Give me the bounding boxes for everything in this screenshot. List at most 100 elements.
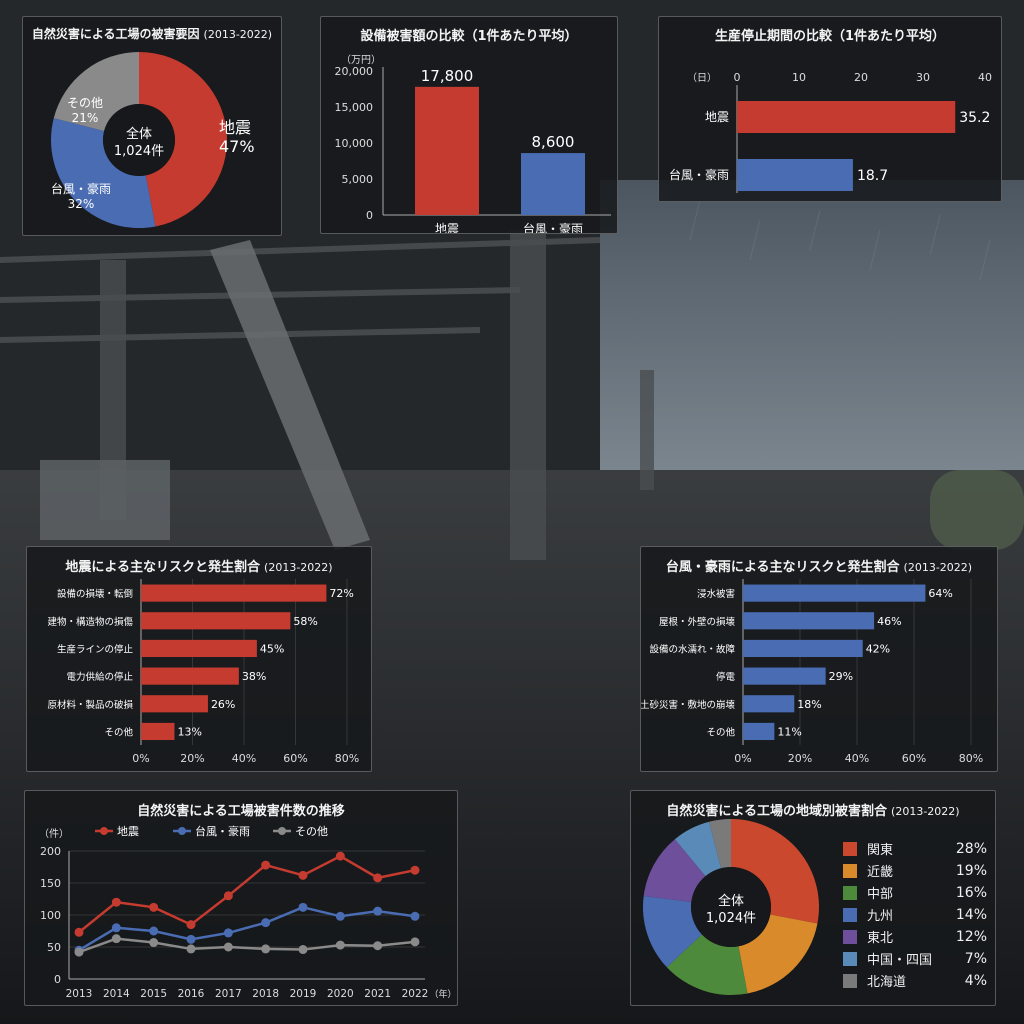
bar-value-label: 29% (829, 670, 853, 683)
legend-label: 近畿 (867, 865, 894, 880)
x-tick-label: 20% (180, 752, 204, 765)
bar-value-label: 8,600 (532, 133, 575, 151)
bar (141, 695, 208, 713)
bar-value-label: 26% (211, 698, 235, 711)
legend-swatch (843, 929, 857, 944)
donut-slice (666, 934, 748, 995)
donut-slice (674, 821, 722, 877)
donut-slice (731, 819, 819, 924)
y-tick-label: 10,000 (335, 137, 374, 150)
causes-title: 自然災害による工場の被害要因 (2013-2022) (31, 27, 273, 41)
slice-value: 47% (219, 137, 255, 156)
x-tick-label: 2017 (215, 988, 242, 1000)
downtime-bar-chart: （日） 0 10 20 30 40 35.2 地震 18.7 台風・豪雨 (669, 71, 992, 193)
data-point (335, 911, 345, 921)
legend-swatch (843, 973, 857, 988)
causes-panel: 自然災害による工場の被害要因 (2013-2022) 地震 47% 台風・豪雨 32% そ… (22, 16, 282, 236)
x-tick-label: 80% (335, 752, 359, 765)
legend-swatch (843, 841, 857, 856)
y-category-label: 台風・豪雨 (669, 167, 729, 182)
x-tick-label: 2014 (103, 988, 130, 1000)
donut-slice (643, 895, 702, 968)
bar (743, 584, 926, 602)
bar-value-label: 13% (177, 725, 201, 738)
series-line (78, 937, 416, 954)
data-point (373, 941, 383, 951)
x-tick-label: 60% (902, 752, 926, 765)
typhoon-risk-bar-chart: 0% 20% 40% 60% 80% 64% 浸水被害 46% 屋根・外壁の損壊 42% 設備の水濡… (641, 579, 983, 765)
bar (743, 667, 826, 685)
slice-label: その他 (67, 96, 103, 110)
y-tick-label: 200 (40, 845, 61, 858)
bar (743, 722, 775, 741)
y-category-label: 浸水被害 (697, 588, 735, 600)
legend-item: 中部 16% (843, 883, 987, 902)
data-point (335, 851, 345, 861)
y-category-label: その他 (706, 726, 735, 738)
legend-value: 12% (955, 928, 987, 945)
data-point (149, 938, 159, 948)
donut-slice (51, 118, 156, 229)
bar (141, 639, 257, 658)
legend-item: 東北 12% (843, 927, 987, 946)
slice-value: 21% (72, 111, 99, 125)
earthquake-risk-panel: 地震による主なリスクと発生割合 (2013-2022) 0% 20% 40% 60% 80… (26, 546, 372, 772)
y-category-label: 設備の水濡れ・故障 (649, 643, 735, 655)
data-point (261, 944, 271, 954)
y-category-label: 停電 (716, 671, 736, 683)
damage-cost-panel: 設備被害額の比較（1件あたり平均） （万円） 0 5,000 10,000 15,000… (320, 16, 618, 234)
legend-value: 14% (955, 906, 987, 923)
bar-value-label: 35.2 (959, 110, 990, 126)
data-point (186, 920, 196, 930)
region-title: 自然災害による工場の地域別被害割合 (2013-2022) (666, 804, 960, 819)
y-category-label: 設備の損壊・転倒 (57, 588, 133, 600)
bar-value-label: 45% (260, 642, 284, 655)
bar-value-label: 58% (293, 615, 317, 628)
data-point (149, 902, 159, 912)
x-tick-label: 2020 (327, 988, 354, 1000)
bar-value-label: 38% (242, 670, 266, 683)
data-point (261, 918, 271, 928)
downtime-title: 生産停止期間の比較（1件あたり平均） (714, 29, 946, 44)
bar (743, 639, 863, 658)
donut-center-total: 1,024件 (706, 911, 756, 926)
typhoon-risk-title: 台風・豪雨による主なリスクと発生割合 (2013-2022) (665, 560, 973, 575)
y-category-label: 地震 (705, 110, 729, 124)
slice-label: 台風・豪雨 (51, 181, 111, 196)
legend-swatch (843, 863, 857, 878)
x-category-label: 地震 (435, 222, 459, 233)
y-category-label: 建物・構造物の損傷 (47, 616, 133, 628)
data-point (186, 934, 196, 944)
legend-item: 近畿 19% (843, 861, 987, 880)
data-point (111, 923, 121, 933)
y-tick-label: 50 (47, 941, 61, 954)
legend-label: 中国・四国 (867, 953, 933, 968)
x-tick-label: 20% (788, 752, 812, 765)
y-category-label: 原材料・製品の破損 (47, 699, 133, 711)
data-point (149, 926, 159, 936)
donut-hole (103, 104, 175, 176)
y-tick-label: 20,000 (335, 65, 374, 78)
y-category-label: その他 (104, 726, 133, 738)
legend-value: 16% (955, 884, 987, 901)
legend-item: 関東 28% (843, 839, 987, 858)
donut-center-total: 1,024件 (114, 144, 164, 159)
x-tick-label: 80% (959, 752, 983, 765)
data-point (410, 911, 420, 921)
bar-value-label: 17,800 (421, 67, 474, 85)
x-tick-label: 0% (132, 752, 149, 765)
bar-value-label: 11% (777, 725, 801, 738)
x-tick-label: 2021 (364, 988, 391, 1000)
legend-label: 中部 (867, 887, 894, 902)
region-panel: 自然災害による工場の地域別被害割合 (2013-2022) 全体 1,024件 関東… (630, 790, 996, 1006)
series-line (78, 906, 416, 952)
data-point (410, 937, 420, 947)
data-point (223, 891, 233, 901)
y-tick-label: 15,000 (335, 101, 374, 114)
data-point (74, 927, 84, 937)
legend-marker (278, 827, 286, 835)
legend-value: 4% (964, 972, 987, 989)
y-tick-label: 0 (366, 209, 373, 222)
y-axis-unit: （件） (39, 828, 69, 840)
